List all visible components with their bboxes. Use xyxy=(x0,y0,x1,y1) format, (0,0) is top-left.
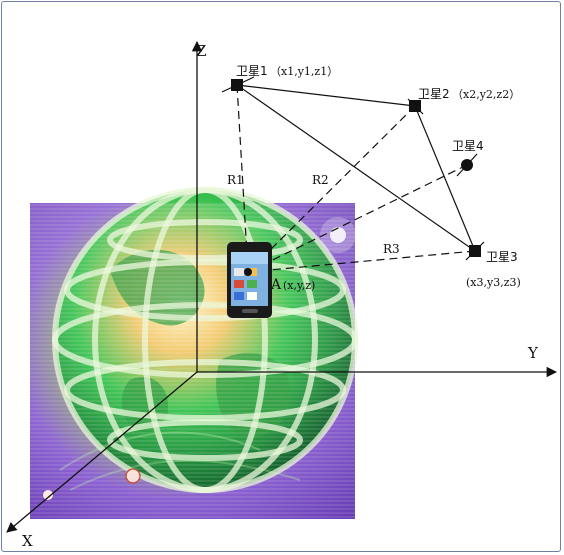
receiver-coord: (x,y,z) xyxy=(283,279,315,292)
range-lines xyxy=(236,84,476,273)
satellite-2-coord: （x2,y2,z2） xyxy=(452,88,520,101)
satellite-4-name: 卫星4 xyxy=(452,139,484,153)
satellite-3-name: 卫星3 xyxy=(486,250,518,264)
satellite-marker xyxy=(231,79,243,91)
receiver-label: A xyxy=(270,277,282,293)
range-line-2 xyxy=(247,105,416,273)
satellite-2-name: 卫星2 xyxy=(418,87,450,101)
range-label-r3: R3 xyxy=(383,242,400,256)
axis-label-x: X xyxy=(22,532,33,550)
coordinate-axes xyxy=(6,40,558,533)
satellite-1-name: 卫星1 xyxy=(236,64,268,78)
range-line-4 xyxy=(247,164,468,273)
x-axis xyxy=(6,371,198,533)
range-label-r1: R1 xyxy=(227,173,244,187)
range-line-3 xyxy=(247,250,476,273)
satellite-marker xyxy=(409,100,421,112)
smartphone-icon xyxy=(227,242,272,318)
satellite-3-coord: (x3,y3,z3) xyxy=(466,276,521,289)
satellite-links xyxy=(236,84,476,252)
range-line-1 xyxy=(236,84,249,273)
satellite-1-coord: （x1,y1,z1） xyxy=(270,65,338,78)
range-label-r2: R2 xyxy=(312,173,329,187)
satellite-marker xyxy=(469,245,481,257)
satellite-4 xyxy=(456,153,478,177)
receiver-point xyxy=(244,268,252,276)
satellite-marker xyxy=(461,159,473,171)
satellite-1 xyxy=(221,76,255,93)
globe-image xyxy=(30,187,358,519)
satellite-3 xyxy=(465,241,485,261)
axis-label-y: Y xyxy=(527,344,539,362)
axis-label-z: Z xyxy=(196,42,206,60)
satellite-2 xyxy=(407,98,424,115)
